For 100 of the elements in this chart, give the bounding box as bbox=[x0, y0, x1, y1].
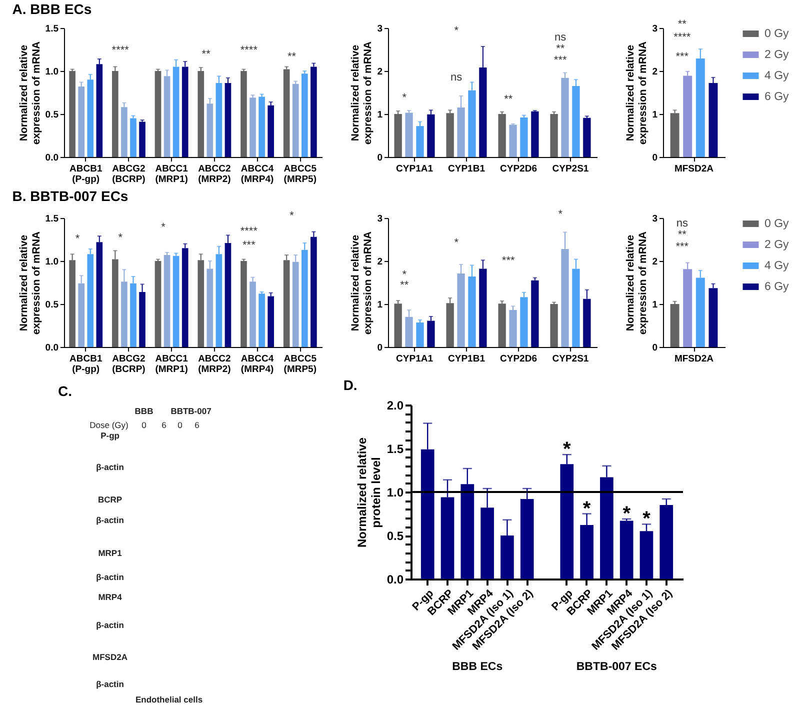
annotation: ns bbox=[676, 218, 688, 230]
text: β-actin bbox=[96, 572, 124, 582]
y-tick-label: 1.0 bbox=[45, 256, 58, 268]
annotation: * bbox=[402, 92, 408, 104]
y-tick-label: 0.5 bbox=[45, 110, 60, 120]
y-axis-title: Normalized relative protein level bbox=[354, 437, 383, 548]
annotation: **** bbox=[240, 44, 258, 56]
data-label: * bbox=[582, 498, 591, 520]
y-tick-label: 0.0 bbox=[45, 152, 58, 164]
y-tick-label: 0 bbox=[377, 152, 382, 164]
bar bbox=[394, 114, 402, 157]
text: BBTB-007 ECs bbox=[576, 661, 657, 673]
text: Dose (Gy) bbox=[90, 420, 129, 430]
annotation: *** bbox=[554, 54, 568, 67]
text: β-actin bbox=[96, 462, 124, 472]
bar bbox=[198, 71, 204, 157]
x-tick-label: ABCC2 (MRP2) bbox=[198, 164, 231, 185]
text: C. bbox=[58, 383, 72, 399]
legend-label: 0 Gy bbox=[764, 218, 790, 230]
bar bbox=[446, 113, 454, 157]
y-axis-title: Normalized relative expression of mRNA bbox=[624, 230, 650, 335]
bar bbox=[310, 236, 317, 347]
bar bbox=[182, 248, 188, 347]
y-tick-label: 2.0 bbox=[386, 398, 404, 412]
annotation: ** bbox=[556, 43, 566, 56]
x-tick-label: CYP1B1 bbox=[448, 164, 486, 174]
bar bbox=[498, 304, 506, 347]
x-tick-label: ABCG2 (BCRP) bbox=[112, 164, 146, 185]
y-tick-label: 0.0 bbox=[386, 572, 404, 586]
y-tick-label: 1 bbox=[652, 110, 658, 120]
y-axis-title: Normalized relative expression of mRNA bbox=[350, 40, 374, 145]
annotation: * bbox=[161, 221, 166, 234]
x-tick-label: CYP1B1 bbox=[448, 354, 486, 364]
bar bbox=[509, 124, 517, 157]
x-tick-label: MFSD2A bbox=[674, 354, 714, 364]
bar bbox=[427, 320, 435, 347]
annotation: *** bbox=[502, 255, 516, 268]
annotation: ns bbox=[450, 71, 463, 84]
x-tick-label: ABCB1 (P-gp) bbox=[69, 164, 103, 185]
legend-label: 2 Gy bbox=[764, 238, 790, 251]
annotation: **** bbox=[112, 44, 130, 56]
text: BBB ECs bbox=[452, 661, 503, 673]
bar bbox=[310, 66, 317, 157]
annotation: * bbox=[454, 25, 460, 38]
text: BBTB-007 bbox=[170, 406, 212, 416]
bar bbox=[683, 76, 692, 157]
annotation: ** bbox=[504, 93, 514, 106]
annotation: * bbox=[75, 233, 80, 246]
text: β-actin bbox=[96, 679, 124, 689]
legend-label: 0 Gy bbox=[764, 28, 790, 40]
x-tick-label: ABCC1 (MRP1) bbox=[155, 164, 189, 185]
y-tick-label: 1.5 bbox=[45, 24, 60, 34]
y-tick-label: 3 bbox=[377, 214, 382, 224]
data-label: * bbox=[622, 502, 631, 525]
annotation: *** bbox=[676, 50, 690, 63]
text: BCRP bbox=[98, 494, 122, 504]
y-tick-label: 1 bbox=[377, 110, 384, 120]
x-tick-label: ABCC4 (MRP4) bbox=[240, 354, 274, 375]
x-tick-label: ABCC4 (MRP4) bbox=[240, 164, 274, 185]
bar bbox=[250, 282, 256, 347]
annotation: **** bbox=[674, 31, 692, 44]
y-tick-label: 1.5 bbox=[386, 442, 404, 456]
x-tick-label: ABCC5 (MRP5) bbox=[284, 354, 318, 375]
annotation: * bbox=[454, 236, 460, 249]
legend-label: 4 Gy bbox=[764, 70, 790, 82]
bar bbox=[531, 111, 539, 157]
bar bbox=[416, 126, 424, 157]
annotation: *** bbox=[676, 240, 690, 253]
legend-label: 2 Gy bbox=[764, 48, 790, 61]
y-tick-label: 3 bbox=[652, 214, 658, 224]
x-tick-label: ABCC2 (MRP2) bbox=[198, 354, 231, 375]
y-tick-label: 1 bbox=[377, 300, 384, 310]
y-tick-label: 1 bbox=[652, 300, 658, 310]
x-tick-label: ABCB1 (P-gp) bbox=[69, 354, 103, 375]
text: β-actin bbox=[96, 515, 124, 525]
chart-title: B. BBTB-007 ECs bbox=[12, 188, 128, 204]
text: Endothelial cells bbox=[135, 694, 203, 704]
y-tick-label: 0.5 bbox=[45, 300, 60, 310]
y-tick-label: 3 bbox=[377, 24, 382, 34]
bar bbox=[670, 113, 680, 157]
text: 6 bbox=[194, 420, 200, 430]
data-label: * bbox=[563, 438, 571, 461]
y-tick-label: 0.0 bbox=[45, 342, 58, 354]
x-tick-label: CYP2S1 bbox=[552, 354, 590, 364]
bar bbox=[670, 304, 680, 347]
x-tick-label: ABCG2 (BCRP) bbox=[112, 354, 146, 375]
y-tick-label: 0.5 bbox=[386, 529, 404, 543]
text: MFSD2A bbox=[92, 652, 128, 662]
y-tick-label: 0 bbox=[652, 152, 658, 164]
chart-title: A. BBB ECs bbox=[12, 1, 92, 17]
y-tick-label: 1.5 bbox=[45, 214, 60, 224]
annotation: ns bbox=[554, 31, 567, 44]
y-tick-label: 0 bbox=[652, 342, 658, 354]
text: 0 bbox=[142, 420, 147, 430]
annotation: **** bbox=[240, 225, 258, 238]
annotation: ** bbox=[678, 229, 688, 242]
bar bbox=[78, 86, 84, 157]
y-tick-label: 0 bbox=[377, 342, 382, 354]
text: 0 bbox=[178, 420, 183, 430]
annotation: ** bbox=[678, 18, 688, 31]
